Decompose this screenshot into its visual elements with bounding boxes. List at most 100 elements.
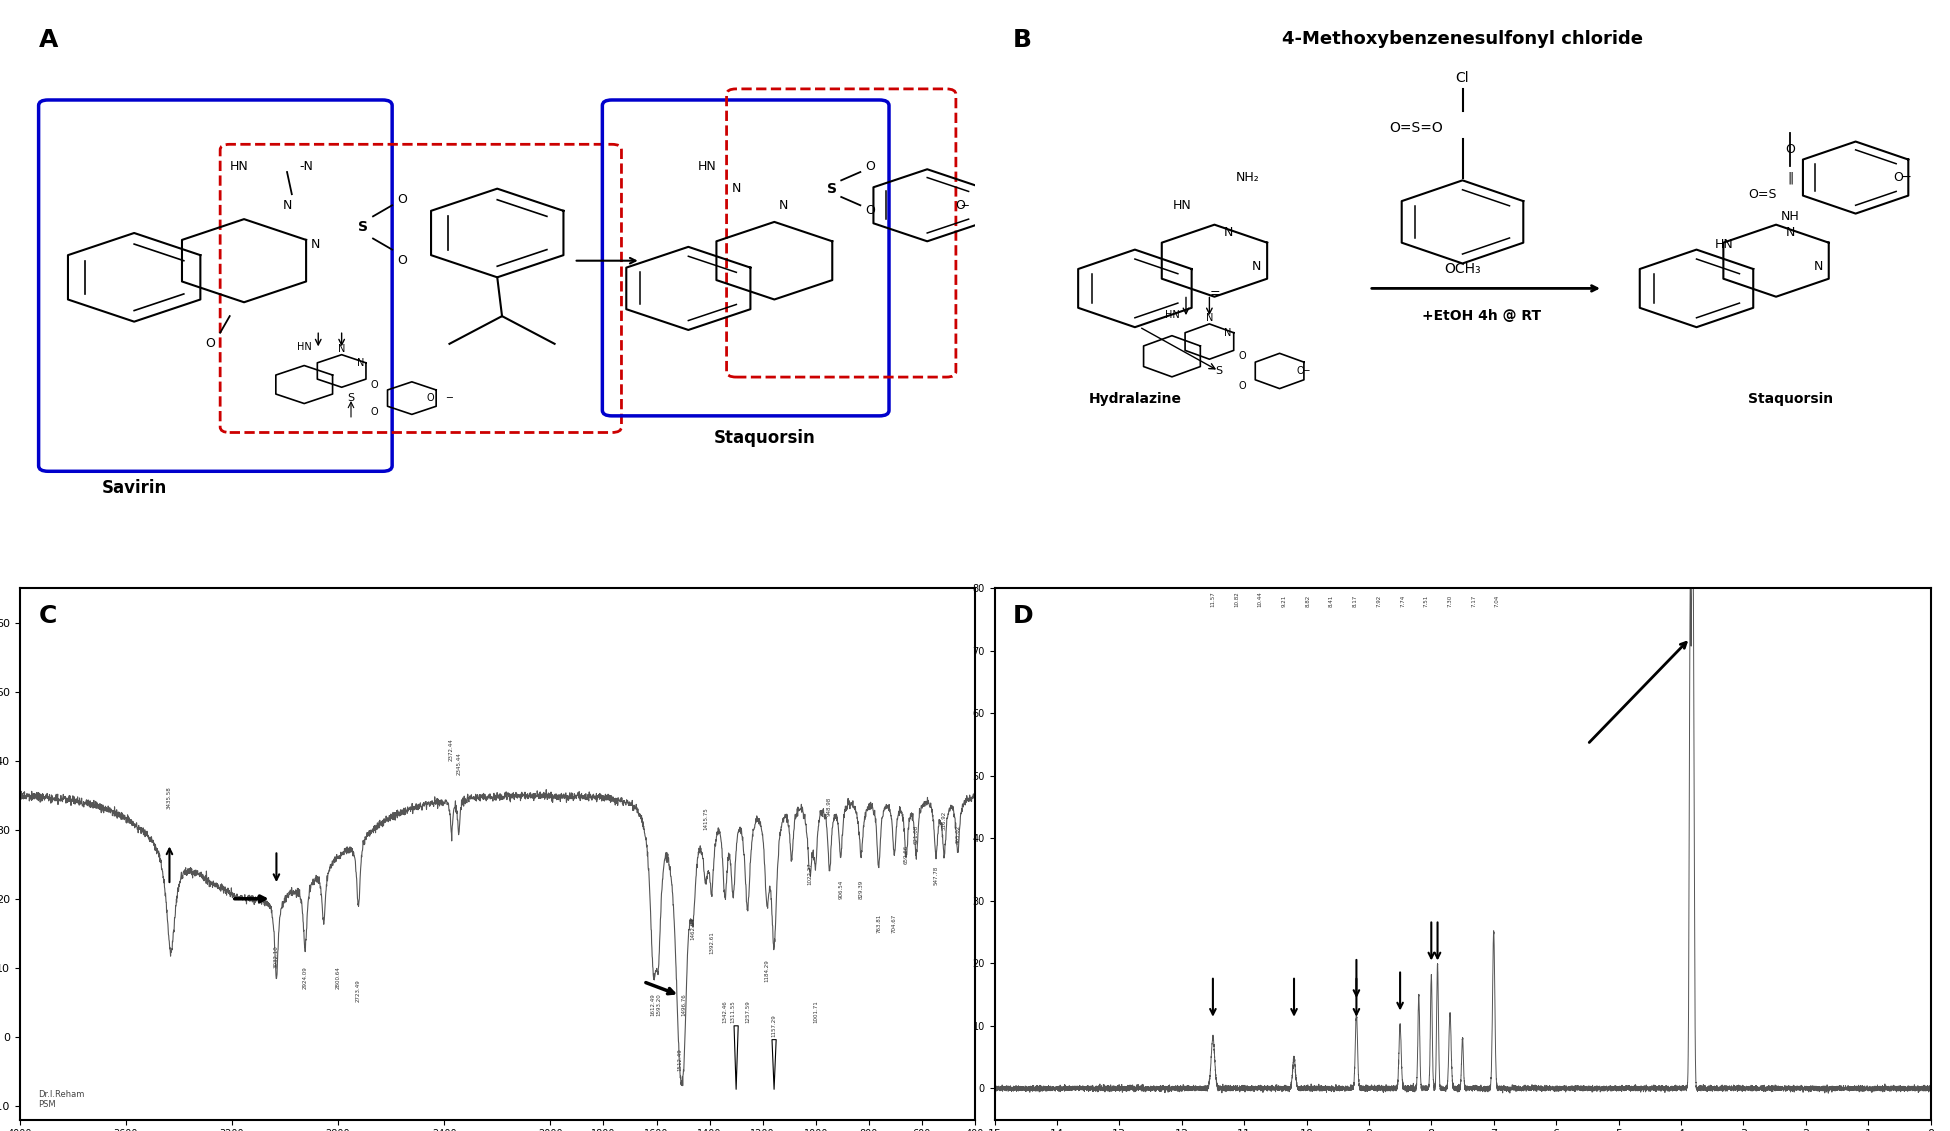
Text: NH: NH (1780, 210, 1800, 223)
Text: HN: HN (698, 159, 718, 173)
Text: Savirin: Savirin (101, 478, 168, 497)
Text: -N: -N (298, 159, 314, 173)
Text: 7.51: 7.51 (1424, 595, 1429, 607)
Text: S: S (347, 394, 355, 403)
Text: 8.82: 8.82 (1305, 595, 1310, 607)
Text: N: N (1225, 328, 1232, 338)
Text: 1593.20: 1593.20 (655, 993, 661, 1016)
Text: 2800.64: 2800.64 (335, 966, 341, 988)
Text: N: N (1225, 226, 1232, 240)
Text: 2723.49: 2723.49 (357, 979, 361, 1002)
Text: 516.92: 516.92 (942, 811, 946, 830)
Text: HN: HN (1172, 199, 1191, 211)
Text: O: O (1784, 144, 1796, 156)
Text: N: N (731, 182, 741, 196)
Text: O=S: O=S (1747, 188, 1776, 200)
Text: O: O (396, 254, 408, 267)
Text: 1342.46: 1342.46 (723, 1000, 727, 1024)
Text: 7.04: 7.04 (1496, 595, 1500, 607)
Text: O: O (396, 193, 408, 206)
Text: B: B (1014, 28, 1032, 52)
Text: 2345.44: 2345.44 (456, 752, 462, 775)
Text: 948.98: 948.98 (827, 796, 833, 815)
Text: A: A (39, 28, 58, 52)
Text: =: = (1209, 287, 1221, 301)
Text: HN: HN (1716, 238, 1734, 251)
Text: O=S=O: O=S=O (1388, 121, 1443, 135)
Text: O: O (1238, 352, 1246, 361)
Text: Cl: Cl (1457, 71, 1468, 85)
Text: N: N (283, 199, 292, 211)
Text: 1022.27: 1022.27 (807, 862, 813, 884)
Text: 2372.44: 2372.44 (448, 737, 454, 761)
Text: Dr.I.Reham
PSM: Dr.I.Reham PSM (39, 1089, 86, 1110)
Text: O: O (866, 205, 876, 217)
Text: O: O (205, 337, 216, 351)
Text: 1311.55: 1311.55 (731, 1000, 735, 1024)
Text: 704.67: 704.67 (891, 914, 897, 933)
Text: 1462.94: 1462.94 (690, 917, 696, 940)
Text: 1392.61: 1392.61 (710, 931, 714, 955)
Text: O: O (1238, 381, 1246, 390)
Text: 1496.76: 1496.76 (682, 993, 686, 1016)
Text: 1612.49: 1612.49 (651, 993, 655, 1016)
Text: O─: O─ (1297, 366, 1310, 375)
Text: 10.44: 10.44 (1258, 592, 1264, 607)
Text: 11.57: 11.57 (1211, 592, 1215, 607)
Text: +EtOH 4h @ RT: +EtOH 4h @ RT (1422, 309, 1540, 323)
Text: 4-Methoxybenzenesulfonyl chloride: 4-Methoxybenzenesulfonyl chloride (1281, 31, 1644, 48)
Text: 7.30: 7.30 (1447, 595, 1453, 607)
Text: 621.08: 621.08 (915, 824, 918, 844)
Text: N: N (780, 199, 788, 211)
Text: O: O (427, 394, 435, 403)
Text: O: O (866, 159, 876, 173)
Text: S: S (1215, 366, 1223, 375)
Text: 547.78: 547.78 (934, 865, 938, 884)
Text: NH₂: NH₂ (1236, 171, 1260, 184)
Text: N: N (337, 344, 345, 354)
Text: 2924.09: 2924.09 (302, 966, 308, 988)
Text: 1157.29: 1157.29 (772, 1015, 776, 1037)
Text: 3435.58: 3435.58 (168, 786, 172, 809)
Text: N: N (1205, 313, 1213, 323)
Text: 659.66: 659.66 (903, 845, 909, 864)
Text: 1415.75: 1415.75 (704, 808, 708, 830)
Text: O: O (370, 407, 378, 416)
Text: HN: HN (230, 159, 250, 173)
Text: O: O (956, 199, 965, 211)
Text: 8.41: 8.41 (1330, 595, 1334, 607)
Text: S: S (827, 182, 837, 196)
Text: Staquorsin: Staquorsin (714, 429, 815, 447)
Text: N: N (1252, 260, 1262, 273)
Text: 3032.10: 3032.10 (273, 946, 279, 968)
Text: 829.39: 829.39 (858, 880, 864, 899)
Text: 1184.29: 1184.29 (764, 959, 770, 982)
Text: Hydralazine: Hydralazine (1088, 392, 1182, 406)
Text: 10.82: 10.82 (1234, 592, 1238, 607)
Text: 763.81: 763.81 (876, 914, 881, 933)
Text: O: O (370, 380, 378, 389)
Text: Staquorsin: Staquorsin (1747, 392, 1833, 406)
Text: N: N (1786, 226, 1794, 240)
Text: 7.74: 7.74 (1400, 595, 1406, 607)
Text: C: C (39, 604, 57, 628)
Text: 1257.59: 1257.59 (745, 1000, 751, 1024)
Text: ─: ─ (447, 394, 452, 403)
Text: 906.54: 906.54 (838, 880, 842, 899)
Text: O─: O─ (1893, 171, 1911, 184)
Text: 8.17: 8.17 (1353, 595, 1357, 607)
Text: OCH₃: OCH₃ (1445, 262, 1480, 276)
Text: ‖: ‖ (1786, 171, 1794, 184)
Text: 7.17: 7.17 (1470, 595, 1476, 607)
Text: 9.21: 9.21 (1281, 595, 1287, 607)
Text: HN: HN (1164, 310, 1180, 320)
Text: N: N (357, 357, 365, 368)
Text: D: D (1014, 604, 1034, 628)
Text: S: S (359, 221, 369, 234)
Text: 1001.71: 1001.71 (813, 1000, 817, 1024)
Text: N: N (1814, 260, 1823, 273)
Text: ─: ─ (961, 200, 967, 210)
Text: 1512.49: 1512.49 (677, 1048, 682, 1071)
Text: N: N (310, 238, 320, 251)
Text: 465.02: 465.02 (956, 824, 959, 844)
